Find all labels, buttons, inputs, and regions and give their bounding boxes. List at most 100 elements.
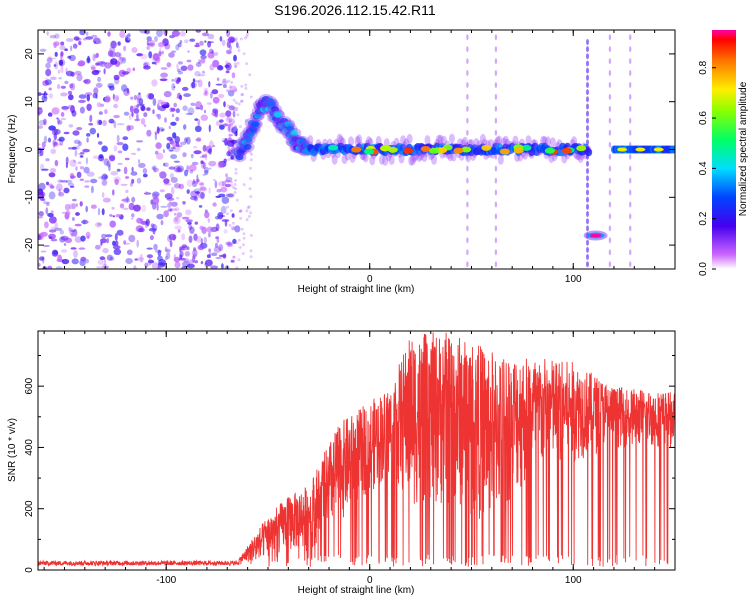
noise-speckle: [46, 181, 49, 186]
noise-speckle: [245, 218, 249, 222]
noise-speckle: [154, 36, 158, 42]
noise-speckle: [212, 144, 216, 148]
noise-speckle: [133, 108, 140, 114]
vertical-streak: [586, 146, 589, 153]
vertical-streak: [629, 58, 632, 65]
noise-speckle: [125, 189, 129, 193]
noise-speckle: [47, 137, 52, 143]
main-band-peak: [481, 144, 492, 151]
noise-speckle: [104, 62, 112, 69]
noise-speckle: [38, 147, 42, 155]
noise-speckle: [230, 156, 235, 160]
noise-speckle: [138, 162, 146, 168]
main-band-peak: [521, 144, 532, 151]
noise-speckle: [143, 112, 148, 118]
vertical-streak: [629, 117, 632, 124]
noise-speckle: [95, 266, 104, 269]
noise-speckle: [113, 74, 120, 81]
noise-speckle: [163, 210, 169, 218]
noise-speckle: [232, 186, 236, 190]
main-band-halo: [502, 135, 509, 146]
noise-speckle: [228, 119, 232, 123]
noise-speckle: [110, 58, 118, 65]
vertical-streak: [608, 189, 612, 196]
noise-speckle: [136, 177, 142, 184]
vertical-streak: [586, 211, 589, 217]
noise-speckle: [51, 107, 60, 115]
noise-speckle: [189, 226, 195, 234]
noise-speckle: [188, 164, 197, 172]
noise-speckle: [148, 93, 155, 100]
noise-speckle: [49, 168, 57, 173]
noise-speckle: [154, 131, 157, 135]
noise-speckle: [194, 260, 199, 264]
noise-speckle: [75, 203, 78, 207]
noise-speckle: [170, 186, 175, 195]
noise-speckle: [48, 93, 54, 99]
noise-speckle: [226, 194, 230, 198]
noise-speckle: [57, 254, 62, 262]
noise-speckle: [227, 147, 231, 151]
noise-speckle: [97, 259, 104, 265]
noise-speckle: [47, 265, 53, 269]
noise-speckle: [173, 254, 176, 260]
main-band-halo: [336, 133, 343, 144]
noise-speckle: [249, 211, 253, 215]
noise-speckle: [173, 160, 180, 163]
main-band-halo: [561, 153, 568, 164]
noise-speckle: [139, 253, 143, 260]
noise-speckle: [248, 187, 252, 191]
x-tick-label: -100: [156, 575, 176, 586]
noise-speckle: [173, 216, 181, 225]
vertical-streak: [466, 34, 469, 41]
noise-speckle: [235, 266, 239, 269]
noise-speckle: [197, 244, 205, 251]
vertical-streak: [586, 189, 589, 196]
noise-speckle: [237, 49, 241, 52]
vertical-streak: [586, 203, 589, 210]
noise-speckle: [227, 158, 231, 162]
noise-speckle: [38, 234, 42, 241]
noise-speckle: [90, 66, 96, 71]
noise-speckle: [60, 65, 64, 74]
noise-speckle: [72, 217, 75, 221]
vertical-streak: [494, 105, 498, 112]
noise-speckle: [232, 110, 236, 118]
noise-speckle: [224, 183, 231, 188]
noise-speckle: [226, 151, 231, 157]
noise-speckle: [146, 93, 153, 100]
noise-speckle: [170, 107, 176, 112]
noise-speckle: [176, 165, 184, 173]
vertical-streak: [629, 34, 632, 41]
rising-core: [268, 100, 276, 107]
noise-speckle: [114, 178, 119, 185]
x-tick-label: 100: [565, 575, 582, 586]
noise-speckle: [229, 180, 233, 184]
noise-speckle: [223, 158, 227, 163]
noise-speckle: [93, 87, 99, 95]
noise-speckle: [85, 205, 88, 213]
noise-speckle: [69, 159, 77, 167]
noise-speckle: [54, 51, 58, 57]
noise-speckle: [169, 240, 173, 248]
noise-speckle: [160, 72, 169, 78]
late-band-peak: [635, 147, 646, 152]
noise-speckle: [238, 210, 242, 213]
noise-speckle: [84, 185, 90, 188]
noise-speckle: [114, 240, 119, 247]
noise-speckle: [187, 50, 190, 53]
noise-speckle: [190, 153, 194, 159]
noise-speckle: [173, 256, 180, 263]
vertical-streak: [586, 89, 589, 96]
noise-speckle: [109, 256, 115, 261]
noise-speckle: [146, 45, 150, 51]
noise-speckle: [249, 166, 252, 170]
noise-speckle: [116, 168, 121, 172]
noise-speckle: [247, 205, 251, 209]
noise-speckle: [86, 94, 91, 102]
noise-speckle: [119, 30, 126, 38]
noise-speckle: [100, 241, 103, 246]
vertical-streak: [494, 213, 498, 220]
vertical-streak: [494, 261, 498, 268]
noise-speckle: [226, 117, 230, 121]
